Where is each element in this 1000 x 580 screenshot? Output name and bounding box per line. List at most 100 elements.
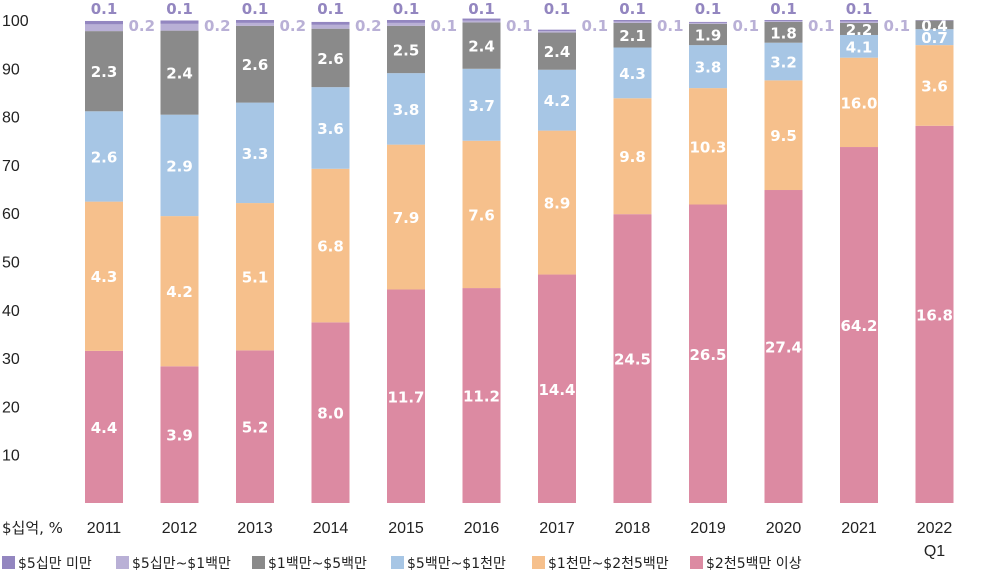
bar-stack: 11.2 7.6 3.7 2.4 (462, 18, 501, 503)
bar-segment (160, 20, 199, 24)
data-label-bg (542, 1, 572, 17)
data-label: 0.2 (204, 17, 231, 35)
bar-segment (311, 87, 350, 169)
bar-segment (840, 22, 878, 35)
bar-segment (160, 23, 199, 31)
data-label-bg (881, 18, 912, 34)
y-tick-label: 100 (2, 13, 29, 30)
bar-segment (236, 350, 274, 503)
data-label: 24.5 (614, 351, 651, 369)
bar-segment (613, 22, 652, 48)
bar-segment (915, 29, 954, 46)
bar-segment (311, 168, 350, 323)
y-tick-label: 60 (2, 206, 20, 223)
legend-swatch (391, 556, 404, 569)
data-label: 0.1 (695, 0, 722, 18)
bar-segment (236, 25, 274, 103)
data-label: 64.2 (840, 317, 877, 335)
data-label-bg (730, 18, 761, 34)
data-label: 27.4 (765, 339, 802, 357)
bar-stack: 16.8 3.6 0.70.4 (915, 17, 954, 503)
data-label: 4.3 (619, 65, 646, 83)
data-label: 3.9 (166, 427, 193, 445)
data-label: 5.1 (242, 269, 269, 287)
data-label: 0.1 (883, 17, 910, 35)
bar-segment (689, 204, 727, 504)
bar-segment (462, 288, 501, 503)
data-label-bg (466, 1, 497, 17)
x-tick-label: 2013 (237, 520, 273, 537)
bar-segment (85, 31, 123, 112)
bar-segment (840, 147, 878, 504)
data-label: 0.2 (128, 17, 155, 35)
data-label-bg (844, 1, 874, 17)
x-tick-sublabel: Q1 (924, 543, 945, 560)
data-label: 0.1 (317, 0, 344, 18)
data-label: 0.2 (279, 17, 306, 35)
data-label-bg (240, 1, 270, 17)
x-tick-label: 2022 (917, 520, 953, 537)
data-label: 0.1 (166, 0, 193, 18)
data-label: 4.4 (91, 419, 118, 437)
data-label: 4.2 (166, 283, 193, 301)
data-label-bg (428, 18, 459, 34)
y-tick-label: 90 (2, 61, 20, 78)
x-tick-label: 2020 (766, 520, 802, 537)
y-tick-label: 10 (2, 448, 20, 465)
bar-segment (311, 21, 350, 25)
data-label: 2.1 (619, 27, 646, 45)
data-label: 0.1 (468, 0, 495, 18)
data-label: 1.8 (770, 24, 797, 42)
legend-label: $5백만~$1천만 (407, 556, 506, 572)
bar-segment (311, 28, 350, 88)
bar-segment (538, 69, 576, 131)
data-label: 0.1 (732, 17, 759, 35)
data-label: 3.6 (921, 77, 948, 95)
data-label-bg (768, 1, 799, 17)
bar-segment (160, 216, 199, 367)
bar-segment (764, 190, 803, 504)
x-tick-label: 2019 (690, 520, 726, 537)
data-label-bg (806, 18, 837, 34)
data-label-bg (277, 18, 308, 34)
bar-segment (160, 114, 199, 217)
legend-label: $5십만~$1백만 (132, 556, 231, 572)
data-label: 0.1 (430, 17, 457, 35)
data-label: 0.1 (393, 0, 420, 18)
bar-segment (538, 31, 576, 33)
bar-segment (311, 322, 350, 503)
data-label: 0.1 (846, 0, 873, 18)
bar-segment (613, 47, 652, 99)
bar-segment (840, 20, 878, 22)
x-tick-label: 2012 (162, 520, 198, 537)
bar-segment (764, 42, 803, 81)
data-label: 0.1 (506, 17, 533, 35)
data-label: 0.2 (355, 17, 382, 35)
bar-segment (840, 57, 878, 148)
bar-stack: 64.2 16.0 4.12.2 (840, 20, 878, 504)
y-tick-label: 20 (2, 399, 20, 416)
bar-segment (311, 24, 350, 29)
data-label: 6.8 (317, 238, 344, 256)
bar-segment (462, 22, 501, 69)
bar-segment (160, 30, 199, 115)
bar-segment (85, 24, 123, 32)
bar-stack: 27.4 9.5 3.2 1.8 (764, 20, 803, 504)
legend-swatch (252, 556, 265, 569)
data-label: 0.1 (544, 0, 571, 18)
data-label: 1.9 (695, 26, 722, 44)
data-label-bg (579, 18, 610, 34)
data-label-bg (126, 18, 157, 34)
data-label: 16.8 (916, 306, 953, 324)
data-label: 3.8 (393, 101, 420, 119)
y-tick-label: 80 (2, 110, 20, 127)
data-label: 2.6 (317, 50, 344, 68)
data-label: 2.5 (393, 41, 420, 59)
bar-segment (689, 22, 727, 24)
data-label-bg (693, 1, 723, 17)
x-axis: 2011 2012 2013 2014 2015 2016 2017 2018 2019 2020… (87, 520, 953, 560)
data-label: 0.1 (619, 0, 646, 18)
legend-label: $2천5백만 이상 (706, 556, 802, 572)
data-label: 26.5 (689, 346, 726, 364)
bar-segment (915, 20, 954, 30)
